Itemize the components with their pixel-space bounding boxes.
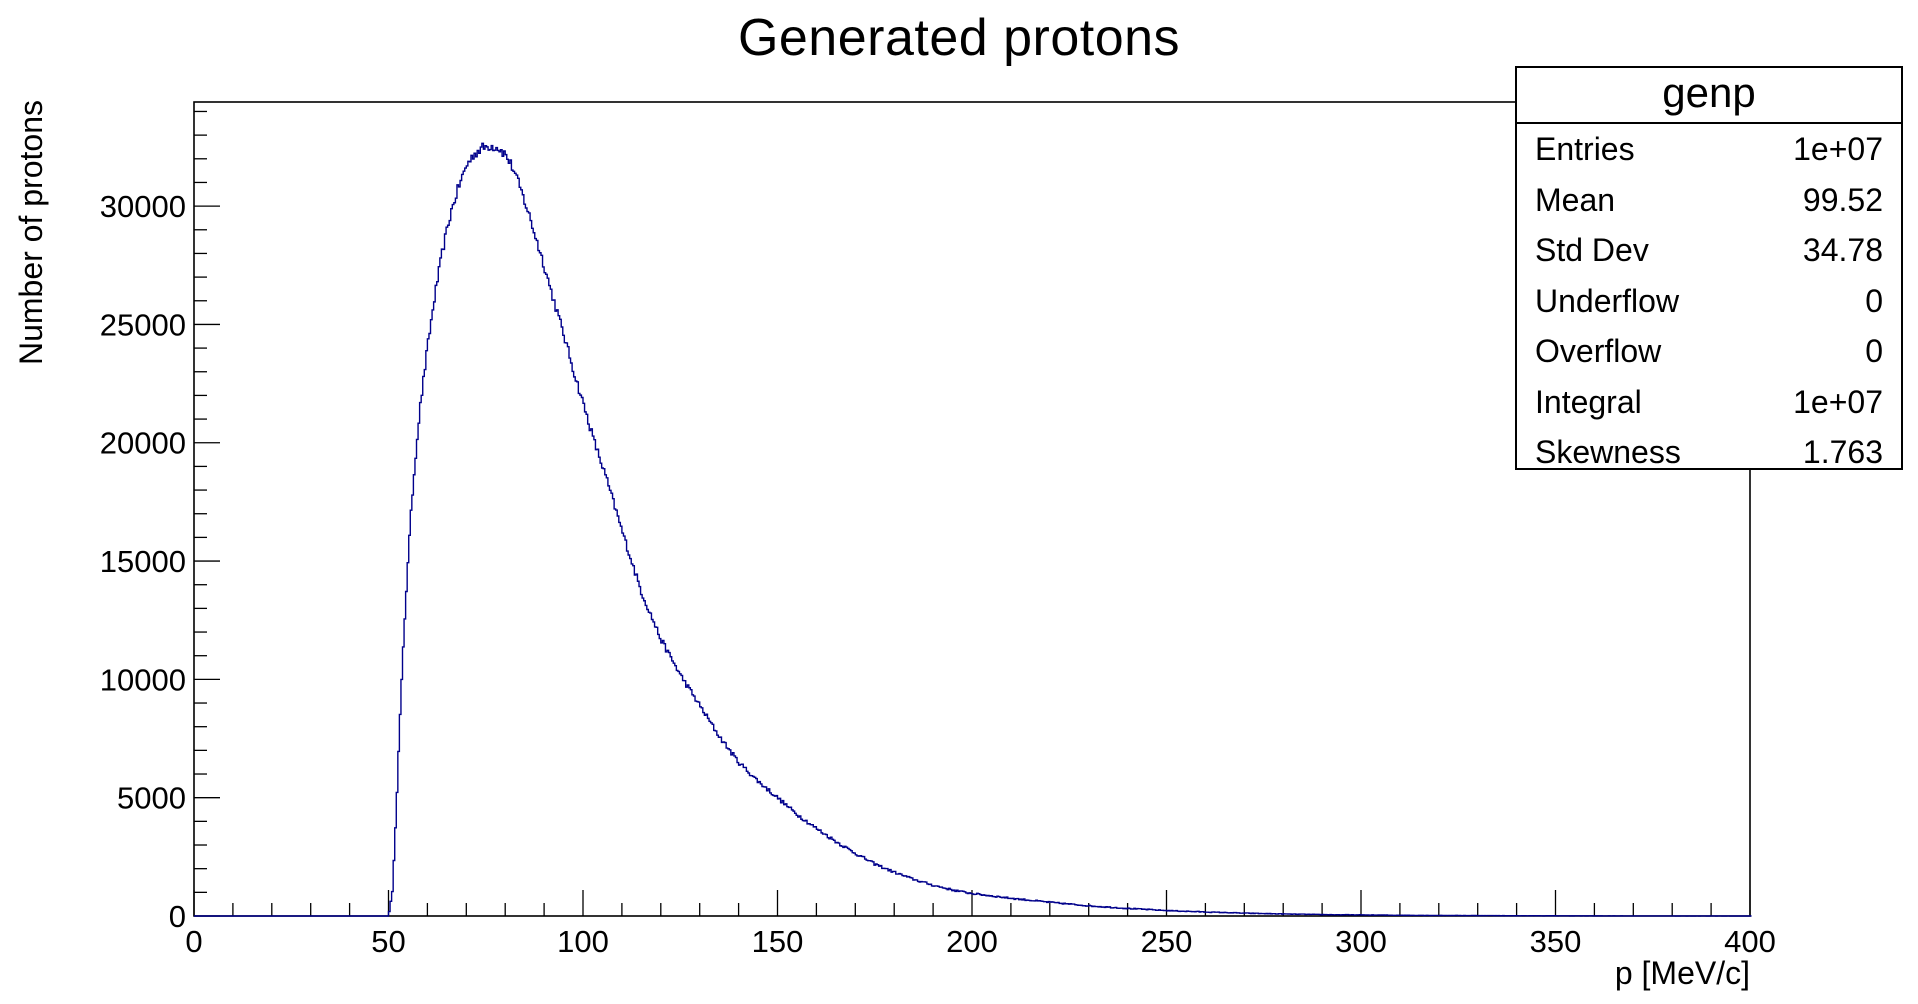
stats-row-underflow: Underflow 0 bbox=[1517, 276, 1901, 327]
x-tick-label: 300 bbox=[1335, 924, 1387, 959]
y-tick-label: 0 bbox=[169, 899, 186, 934]
x-tick-label: 400 bbox=[1724, 924, 1776, 959]
x-tick-label: 50 bbox=[371, 924, 405, 959]
stats-box: genp Entries 1e+07 Mean 99.52 Std Dev 34.78 Un… bbox=[1515, 66, 1903, 470]
stats-label: Std Dev bbox=[1535, 232, 1649, 268]
stats-label: Mean bbox=[1535, 181, 1616, 218]
stats-value: 0 bbox=[1865, 282, 1883, 319]
x-tick-label: 0 bbox=[185, 924, 202, 959]
x-tick-label: 350 bbox=[1530, 924, 1582, 959]
stats-row-std-dev: Std Dev 34.78 bbox=[1517, 225, 1901, 276]
y-axis-label: Number of protons bbox=[13, 100, 49, 365]
stats-label: Underflow bbox=[1535, 282, 1680, 319]
stats-rows: Entries 1e+07 Mean 99.52 Std Dev 34.78 Underfl… bbox=[1517, 124, 1901, 478]
stats-label: Entries bbox=[1535, 131, 1635, 167]
stats-value: 0 bbox=[1865, 333, 1883, 369]
x-axis-label: p [MeV/c] bbox=[1615, 955, 1750, 991]
y-tick-label: 15000 bbox=[100, 544, 186, 579]
y-tick-label: 10000 bbox=[100, 662, 186, 697]
y-tick-label: 30000 bbox=[100, 189, 186, 224]
y-tick-label: 25000 bbox=[100, 307, 186, 342]
stats-value: 1.763 bbox=[1802, 434, 1883, 470]
stats-row-integral: Integral 1e+07 bbox=[1517, 377, 1901, 428]
x-tick-label: 150 bbox=[752, 924, 804, 959]
x-tick-label: 100 bbox=[557, 924, 609, 959]
x-tick-label: 200 bbox=[946, 924, 998, 959]
stats-row-entries: Entries 1e+07 bbox=[1517, 124, 1901, 175]
stats-label: Integral bbox=[1535, 383, 1642, 420]
histogram-line bbox=[194, 142, 1752, 917]
stats-value: 99.52 bbox=[1802, 181, 1883, 218]
stats-box-title: genp bbox=[1517, 68, 1901, 124]
chart-title: Generated protons bbox=[737, 9, 1181, 67]
y-tick-label: 20000 bbox=[100, 426, 186, 461]
stats-row-skewness: Skewness 1.763 bbox=[1517, 427, 1901, 478]
y-tick-label: 5000 bbox=[117, 781, 186, 816]
x-tick-label: 250 bbox=[1141, 924, 1193, 959]
stats-label: Overflow bbox=[1535, 333, 1662, 369]
stats-row-overflow: Overflow 0 bbox=[1517, 326, 1901, 377]
stats-value: 1e+07 bbox=[1793, 131, 1883, 167]
stats-value: 1e+07 bbox=[1793, 383, 1883, 420]
stats-value: 34.78 bbox=[1802, 232, 1883, 268]
stats-row-mean: Mean 99.52 bbox=[1517, 175, 1901, 226]
stats-label: Skewness bbox=[1535, 434, 1681, 470]
